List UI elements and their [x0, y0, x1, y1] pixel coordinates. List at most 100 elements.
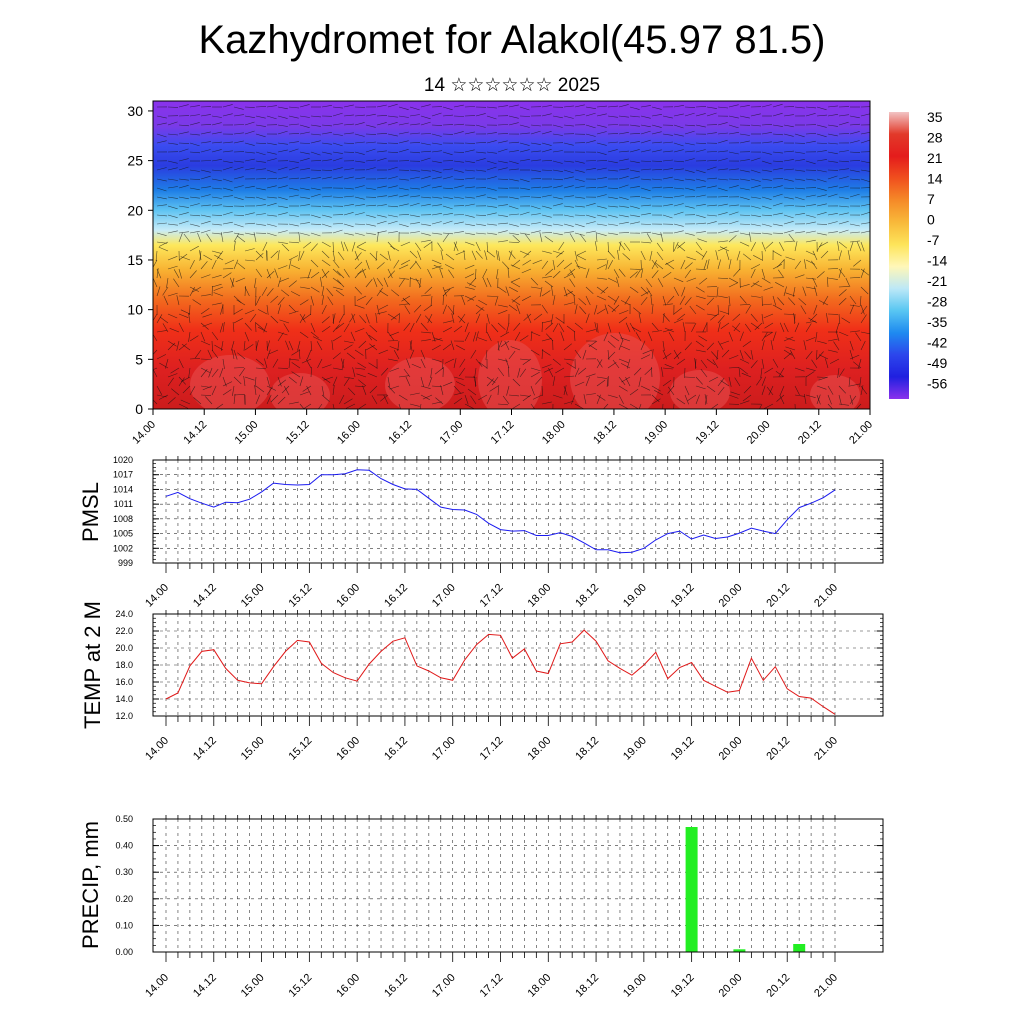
wind-barb — [233, 394, 236, 405]
wind-barb — [200, 124, 212, 126]
wind-barb — [585, 376, 590, 387]
wind-barb — [409, 277, 420, 282]
wind-barb — [387, 151, 399, 153]
wind-barb — [178, 185, 189, 189]
wind-barb — [750, 113, 761, 117]
wind-barb — [860, 169, 870, 172]
wind-barb — [409, 187, 420, 190]
wind-barb — [387, 376, 390, 387]
wind-barb — [365, 344, 375, 351]
wind-barb — [222, 268, 234, 270]
wind-barb — [427, 268, 433, 279]
wind-barb — [397, 340, 400, 351]
wind-barb — [563, 223, 574, 227]
wind-barb — [716, 286, 719, 297]
wind-barb — [640, 160, 652, 162]
wind-barb — [618, 331, 624, 342]
wind-barb — [444, 264, 455, 270]
wind-barb — [156, 133, 167, 138]
wind-barb — [654, 390, 664, 396]
wind-barb — [544, 236, 554, 243]
wind-barb — [178, 148, 189, 153]
precip-bar — [793, 944, 806, 952]
wind-barb — [349, 313, 356, 323]
wind-barb — [579, 233, 587, 243]
wind-barb — [563, 273, 574, 279]
wind-barb — [255, 340, 259, 351]
wind-barb — [519, 149, 530, 153]
x-tick-label: 21.00 — [847, 419, 875, 447]
wind-barb — [563, 385, 567, 396]
wind-barb — [475, 169, 486, 172]
x-tick-label: 19.00 — [621, 582, 649, 610]
wind-barb — [486, 196, 497, 200]
wind-barb — [244, 331, 250, 342]
wind-barb — [827, 142, 838, 145]
wind-barb — [321, 250, 330, 259]
precip-panel: 0.500.400.300.200.100.00 14.00 14.12 15.00… — [78, 814, 884, 1000]
wind-barb — [596, 186, 607, 189]
wind-barb — [189, 270, 197, 279]
wind-barb — [618, 376, 626, 386]
wind-barb — [620, 300, 631, 306]
wind-barb — [299, 104, 310, 108]
wind-barb — [596, 286, 606, 294]
wind-barb — [739, 133, 750, 136]
wind-barb — [519, 196, 531, 198]
temp-x-axis: 14.00 14.12 15.00 15.12 16.00 16.12 17.00 17.12… — [143, 610, 840, 763]
wind-barb — [770, 340, 774, 351]
wind-barb — [825, 358, 829, 369]
wind-barb — [406, 358, 411, 369]
wind-barb — [439, 268, 444, 279]
wind-barb — [420, 157, 431, 162]
wind-barb — [585, 373, 596, 378]
wind-barb — [651, 232, 662, 236]
wind-barb — [530, 367, 541, 372]
wind-barb — [728, 277, 738, 284]
wind-barb — [794, 187, 806, 190]
wind-barb — [750, 322, 760, 329]
wind-barb — [805, 113, 816, 117]
x-tick-label: 18.00 — [525, 972, 553, 1000]
wind-barb — [596, 322, 599, 333]
wind-barb — [400, 241, 411, 247]
wind-barb — [585, 313, 590, 324]
wind-barb — [695, 113, 706, 117]
wind-barb — [266, 349, 271, 360]
wind-barb — [389, 367, 400, 372]
wind-barb — [651, 366, 653, 378]
wind-barb — [761, 277, 771, 284]
wind-barb — [785, 346, 796, 351]
wind-barb — [178, 232, 183, 243]
wind-barb — [189, 196, 200, 199]
wind-barb — [464, 295, 475, 301]
wind-barb — [719, 340, 730, 345]
wind-barb — [354, 185, 365, 189]
wind-barb — [793, 313, 796, 324]
wind-barb — [321, 364, 332, 369]
wind-barb — [224, 259, 235, 265]
wind-barb — [506, 385, 510, 396]
wind-barb — [444, 286, 455, 292]
wind-barb — [804, 394, 807, 405]
wind-barb — [387, 166, 398, 171]
wind-barb — [827, 185, 838, 189]
wind-barb — [541, 304, 548, 314]
wind-barb — [189, 169, 200, 172]
wind-barb — [687, 394, 697, 401]
wind-barb — [761, 169, 772, 172]
wind-barb — [409, 250, 418, 259]
wind-barb — [651, 349, 654, 360]
wind-barb — [717, 246, 728, 252]
wind-barb — [855, 332, 862, 342]
wind-barb — [673, 149, 684, 153]
wind-barb — [684, 232, 695, 236]
wind-barb — [354, 385, 366, 388]
wind-barb — [513, 322, 521, 331]
wind-barb — [207, 349, 213, 360]
wind-barb — [847, 250, 851, 261]
wind-barb — [484, 250, 488, 261]
wind-barb — [805, 230, 816, 234]
wind-barb — [189, 122, 200, 126]
